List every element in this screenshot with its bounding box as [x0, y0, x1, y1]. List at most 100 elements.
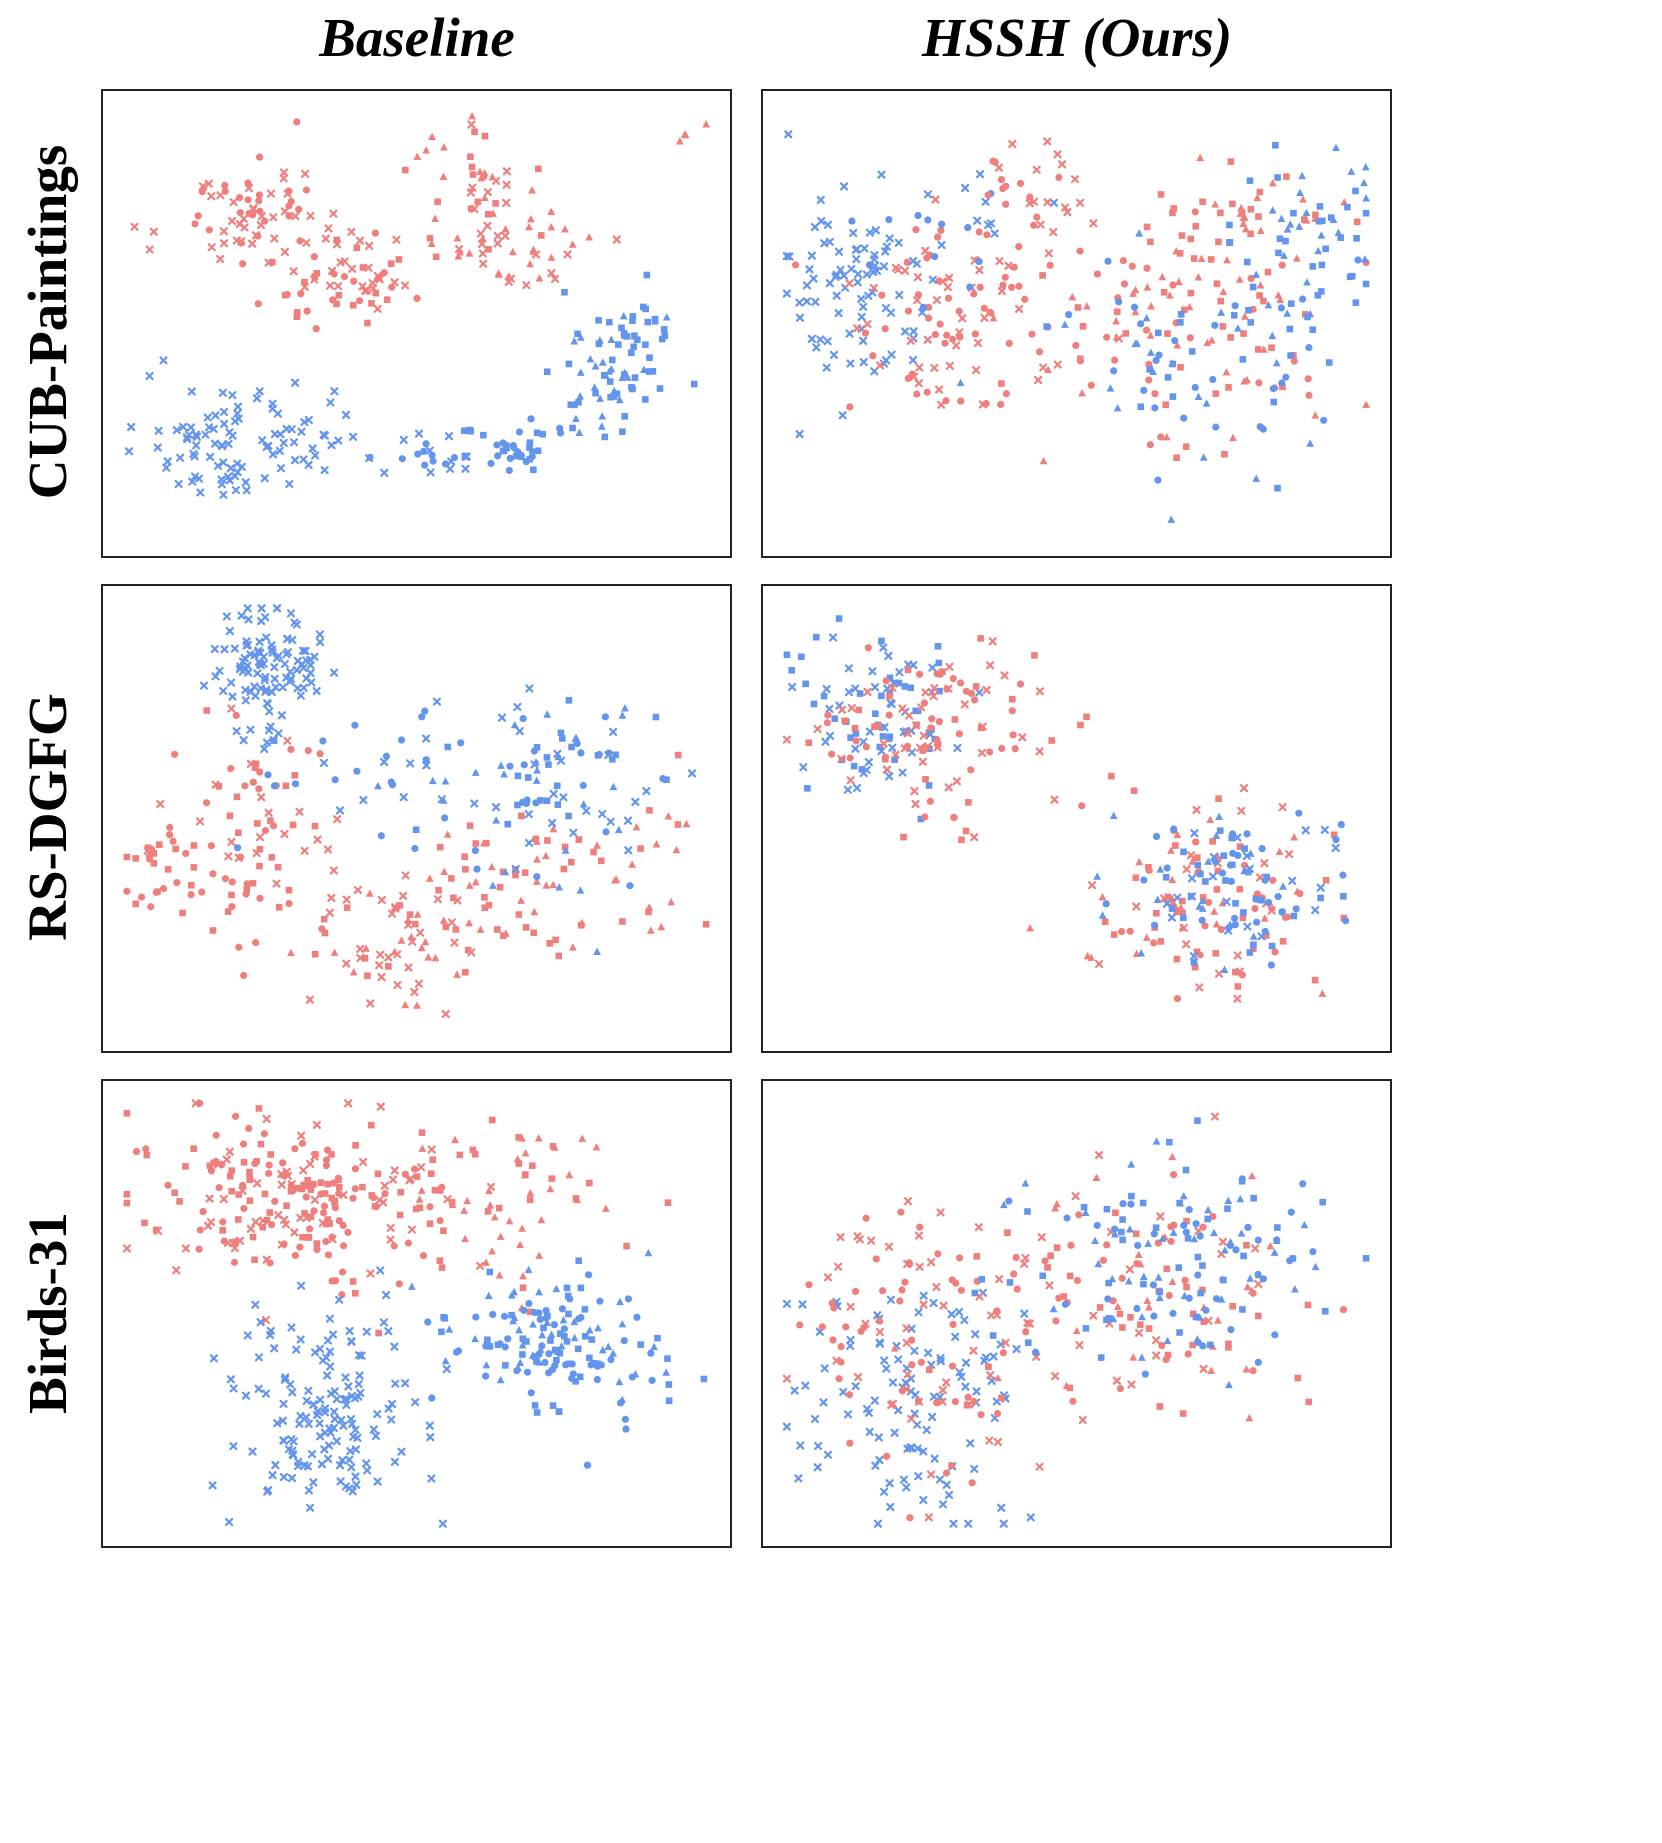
scatter-point-cross	[269, 213, 278, 222]
scatter-point-square	[285, 886, 293, 894]
scatter-point-circle	[236, 853, 245, 861]
scatter-point-triangle	[609, 1349, 618, 1357]
scatter-point-circle	[506, 762, 514, 770]
scatter-point-cross	[823, 220, 832, 229]
scatter-point-circle	[1118, 927, 1126, 936]
scatter-point-triangle	[453, 234, 462, 242]
scatter-point-square	[1194, 861, 1201, 869]
scatter-point-circle	[330, 270, 338, 278]
scatter-point-cross	[969, 1346, 978, 1355]
scatter-point-square	[1160, 289, 1168, 296]
scatter-point-square	[886, 692, 893, 700]
scatter-point-circle	[255, 785, 263, 793]
scatter-point-cross	[981, 1353, 991, 1362]
scatter-point-cross	[154, 426, 163, 436]
scatter-point-circle	[240, 1204, 248, 1213]
scatter-point-cross	[375, 1195, 384, 1205]
scatter-point-triangle	[417, 943, 426, 952]
scatter-point-circle	[1133, 1304, 1141, 1313]
scatter-point-triangle	[1109, 1314, 1118, 1323]
scatter-point-square	[1255, 213, 1262, 220]
scatter-point-square	[1048, 737, 1056, 744]
scatter-point-circle	[267, 1221, 276, 1229]
scatter-point-cross	[174, 479, 183, 489]
scatter-point-cross	[301, 646, 310, 656]
scatter-point-triangle	[570, 337, 579, 345]
scatter-point-square	[1164, 893, 1172, 901]
scatter-point-cross	[549, 789, 558, 799]
scatter-point-circle	[1287, 1208, 1295, 1216]
scatter-point-square	[448, 875, 455, 882]
scatter-point-square	[499, 868, 507, 876]
scatter-point-cross	[953, 743, 962, 753]
scatter-point-circle	[1180, 1221, 1188, 1229]
scatter-point-cross	[276, 464, 286, 473]
scatter-point-square	[474, 198, 482, 206]
scatter-point-circle	[319, 737, 327, 745]
scatter-point-square	[321, 929, 329, 937]
scatter-point-circle	[1217, 925, 1225, 934]
scatter-point-square	[1319, 217, 1326, 225]
scatter-point-cross	[483, 221, 492, 231]
scatter-point-square	[1101, 918, 1109, 926]
scatter-point-triangle	[1068, 292, 1077, 301]
scatter-point-triangle	[486, 1201, 495, 1209]
scatter-point-triangle	[1247, 1286, 1256, 1295]
scatter-point-circle	[1116, 1384, 1125, 1393]
scatter-point-circle	[577, 749, 585, 757]
scatter-point-cross	[903, 1197, 913, 1206]
scatter-point-triangle	[616, 1297, 624, 1306]
scatter-point-cross	[377, 972, 386, 982]
scatter-point-circle	[252, 938, 260, 947]
scatter-point-cross	[829, 633, 838, 642]
scatter-point-circle	[957, 397, 965, 405]
scatter-point-cross	[971, 1330, 980, 1339]
scatter-point-cross	[363, 1466, 372, 1475]
scatter-point-cross	[336, 1477, 345, 1486]
scatter-point-circle	[519, 714, 527, 723]
scatter-point-cross	[307, 678, 316, 687]
scatter-point-square	[352, 1142, 359, 1149]
scatter-point-square	[1164, 374, 1172, 381]
scatter-point-square	[252, 760, 260, 768]
scatter-point-cross	[902, 1324, 911, 1333]
scatter-point-circle	[1143, 264, 1151, 272]
scatter-point-triangle	[492, 816, 501, 824]
scatter-point-cross	[246, 650, 255, 659]
scatter-point-triangle	[427, 239, 436, 248]
scatter-point-square	[1236, 843, 1244, 850]
scatter-point-cross	[386, 1235, 395, 1244]
scatter-point-square	[1311, 976, 1319, 984]
scatter-point-cross	[888, 1378, 898, 1387]
scatter-point-square	[543, 754, 551, 761]
scatter-point-square	[396, 901, 404, 909]
scatter-point-square	[856, 690, 864, 697]
scatter-point-square	[1112, 1209, 1119, 1217]
row-title-cub-paintings: CUB-Paintings	[17, 144, 78, 500]
scatter-point-triangle	[1173, 830, 1182, 839]
scatter-point-cross	[241, 664, 250, 673]
scatter-point-square	[1096, 1304, 1104, 1311]
scatter-point-square	[702, 921, 710, 928]
scatter-point-cross	[972, 366, 981, 375]
scatter-point-square	[1256, 292, 1263, 299]
scatter-point-cross	[373, 304, 382, 313]
scatter-point-cross	[782, 1422, 792, 1431]
scatter-point-cross	[995, 1275, 1004, 1284]
scatter-point-triangle	[428, 132, 436, 140]
scatter-point-triangle	[568, 240, 577, 248]
scatter-point-cross	[805, 265, 814, 274]
scatter-point-square	[372, 289, 380, 297]
scatter-point-cross	[373, 1477, 382, 1486]
scatter-point-circle	[925, 303, 933, 311]
scatter-point-square	[629, 317, 636, 325]
scatter-point-square	[998, 380, 1005, 387]
scatter-point-circle	[536, 1315, 544, 1324]
scatter-point-triangle	[287, 948, 295, 957]
scatter-point-cross	[1032, 165, 1041, 174]
scatter-point-triangle	[407, 1282, 416, 1290]
scatter-point-triangle	[418, 1144, 427, 1152]
scatter-point-square	[1325, 359, 1333, 366]
scatter-point-triangle	[465, 918, 474, 927]
scatter-point-circle	[923, 388, 931, 396]
